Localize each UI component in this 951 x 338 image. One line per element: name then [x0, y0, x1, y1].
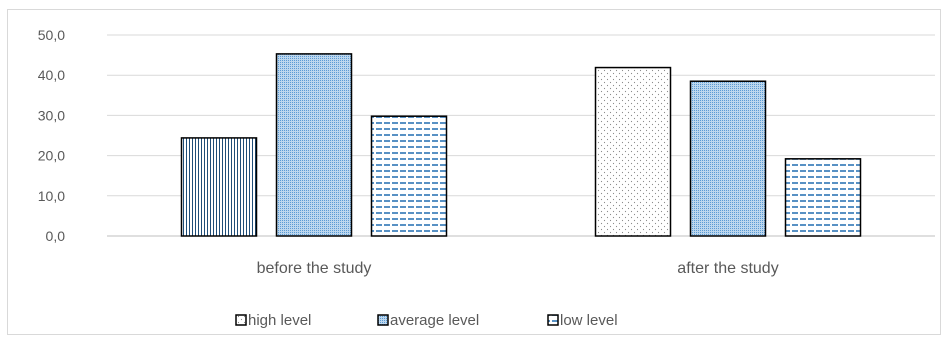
bar-low-level — [784, 158, 862, 237]
bars — [180, 53, 862, 237]
x-category-label: after the study — [677, 260, 778, 277]
bar-average-level — [689, 80, 767, 237]
y-axis-ticks: 0,0 10,0 20,0 30,0 40,0 50,0 — [38, 27, 65, 244]
legend-label: low level — [560, 312, 618, 329]
legend-label: average level — [390, 312, 479, 329]
y-tick-label: 50,0 — [38, 27, 65, 43]
y-tick-label: 0,0 — [46, 228, 66, 244]
y-tick-label: 20,0 — [38, 148, 65, 164]
x-axis-categories: before the study after the study — [257, 260, 779, 277]
bar-high-level — [180, 137, 258, 237]
legend-label: high level — [248, 312, 311, 329]
y-tick-label: 40,0 — [38, 67, 65, 83]
bar-high-level — [594, 66, 672, 237]
y-tick-label: 30,0 — [38, 107, 65, 123]
bar-average-level — [275, 53, 353, 237]
legend-swatch — [547, 314, 559, 326]
y-tick-label: 10,0 — [38, 188, 65, 204]
legend: high level average level low level — [235, 312, 618, 329]
legend-swatch — [235, 314, 247, 326]
x-category-label: before the study — [257, 260, 372, 277]
bar-low-level — [370, 115, 448, 237]
legend-swatch — [377, 314, 389, 326]
